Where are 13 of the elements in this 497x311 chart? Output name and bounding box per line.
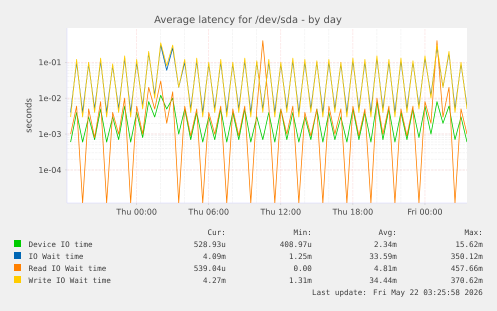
x-tick-label: Thu 12:00 <box>260 208 301 215</box>
y-tick-label: 1e-03 <box>39 131 61 138</box>
line-series <box>70 94 468 142</box>
x-tick-label: Fri 00:00 <box>408 208 442 215</box>
y-axis-title: seconds <box>24 98 32 132</box>
y-tick-label: 1e-04 <box>39 166 62 173</box>
x-tick-label: Thu 00:00 <box>116 208 156 215</box>
x-tick-label: Thu 06:00 <box>188 208 229 215</box>
y-tick-label: 1e-02 <box>39 95 61 102</box>
y-tick-label: 1e-01 <box>39 59 61 66</box>
line-series <box>70 40 468 204</box>
x-tick-label: Thu 18:00 <box>332 208 373 215</box>
chart-title: Average latency for /dev/sda - by day <box>154 15 342 26</box>
